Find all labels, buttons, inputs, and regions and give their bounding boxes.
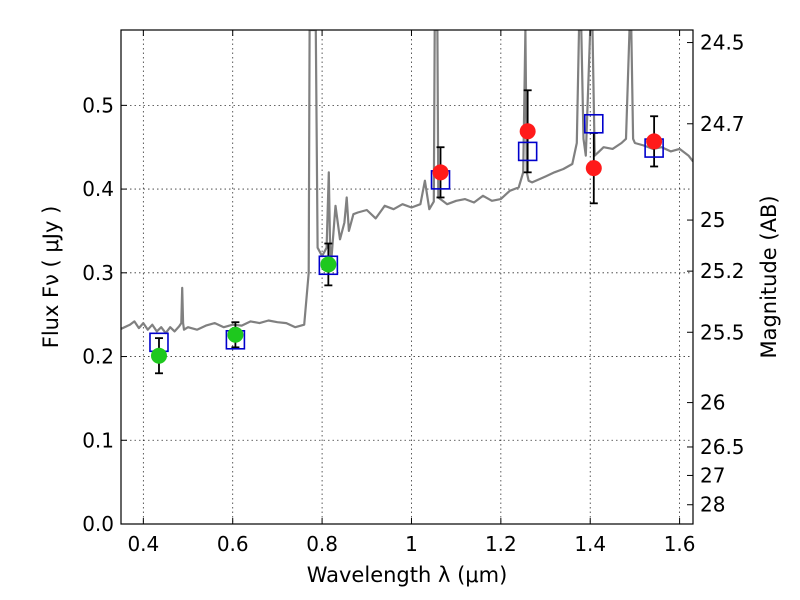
right-tick-label: 24.7 bbox=[700, 112, 745, 136]
x-tick-label: 1.4 bbox=[574, 532, 606, 556]
plot-frame bbox=[120, 29, 694, 525]
y-tick-label: 0.5 bbox=[82, 93, 114, 117]
right-tick-label: 26 bbox=[700, 391, 725, 415]
right-tick-label: 25 bbox=[700, 208, 725, 232]
x-tick-label: 0.4 bbox=[127, 532, 159, 556]
right-tick-label: 24.5 bbox=[700, 31, 745, 55]
nir-point bbox=[519, 123, 536, 140]
nir-point bbox=[432, 164, 449, 181]
optical-point bbox=[227, 326, 244, 343]
model-square bbox=[517, 141, 538, 162]
tick-layer: 0.4 0.6 0.8 1 1.2 1.4 1.6 0.0 0.1 0.2 0.3 0.4 0.5 24.… bbox=[82, 30, 745, 556]
right-tick-label: 26.5 bbox=[700, 435, 745, 459]
optical-point bbox=[150, 347, 167, 364]
x-tick-label: 0.8 bbox=[306, 532, 338, 556]
right-tick-label: 25.5 bbox=[700, 320, 745, 344]
x-tick-label: 1.6 bbox=[664, 532, 696, 556]
y-tick-label: 0.2 bbox=[82, 345, 114, 369]
marker-layer bbox=[149, 89, 664, 375]
y-tick-label: 0.3 bbox=[82, 261, 114, 285]
x-axis-label: Wavelength λ (μm) bbox=[307, 563, 508, 587]
nir-point bbox=[646, 133, 663, 150]
model-square bbox=[318, 255, 339, 276]
optical-point bbox=[320, 256, 337, 273]
right-tick-label: 28 bbox=[700, 493, 725, 517]
y-axis-label: Flux Fν ( μJy ) bbox=[39, 206, 63, 349]
sed-layer bbox=[121, 30, 693, 335]
right-tick-label: 27 bbox=[700, 463, 725, 487]
x-tick-label: 1.2 bbox=[485, 532, 517, 556]
model-square bbox=[583, 113, 604, 134]
right-tick-label: 25.2 bbox=[700, 259, 745, 283]
y-tick-label: 0.1 bbox=[82, 428, 114, 452]
y-tick-label: 0.0 bbox=[82, 512, 114, 536]
nir-point bbox=[585, 160, 602, 177]
x-tick-label: 1 bbox=[405, 532, 418, 556]
sed-line bbox=[121, 30, 693, 335]
x-tick-label: 0.6 bbox=[217, 532, 249, 556]
y-tick-label: 0.4 bbox=[82, 177, 114, 201]
y-axis-right-label: Magnitude (AB) bbox=[757, 195, 781, 358]
